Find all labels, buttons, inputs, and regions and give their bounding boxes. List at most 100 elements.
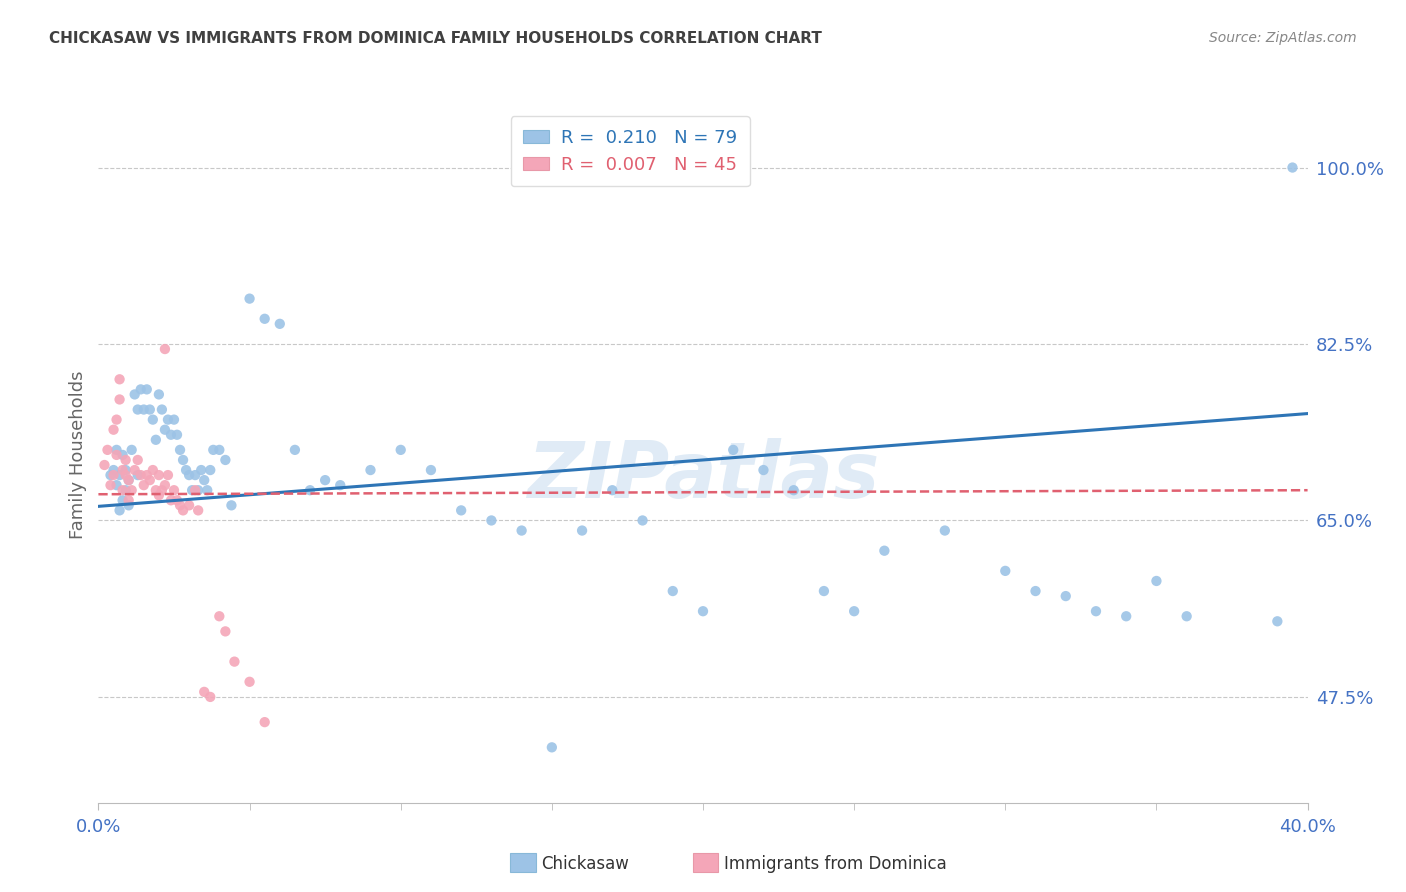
Point bbox=[108, 392, 131, 407]
Text: CHICKASAW VS IMMIGRANTS FROM DOMINICA FAMILY HOUSEHOLDS CORRELATION CHART: CHICKASAW VS IMMIGRANTS FROM DOMINICA FA… bbox=[49, 31, 823, 46]
Point bbox=[1144, 574, 1167, 588]
Text: Chickasaw: Chickasaw bbox=[541, 855, 630, 873]
Point bbox=[153, 342, 176, 356]
Point bbox=[108, 503, 131, 517]
Point bbox=[118, 493, 141, 508]
Point bbox=[813, 584, 835, 599]
Point bbox=[221, 499, 243, 513]
Point bbox=[1115, 609, 1137, 624]
Point bbox=[139, 473, 162, 487]
Point bbox=[156, 412, 179, 426]
Point bbox=[121, 442, 143, 457]
Point bbox=[139, 402, 162, 417]
Point bbox=[602, 483, 624, 498]
Point bbox=[190, 463, 212, 477]
Point bbox=[135, 383, 157, 397]
Point bbox=[135, 468, 157, 483]
Point bbox=[200, 690, 222, 704]
Point bbox=[160, 427, 183, 442]
Point bbox=[299, 483, 322, 498]
Point bbox=[253, 311, 276, 326]
Point bbox=[179, 468, 201, 483]
Point bbox=[148, 468, 170, 483]
Point bbox=[314, 473, 336, 487]
Point bbox=[103, 468, 125, 483]
Point bbox=[124, 387, 146, 401]
Point bbox=[540, 740, 562, 755]
Point bbox=[253, 715, 276, 730]
Point bbox=[118, 499, 141, 513]
Point bbox=[224, 655, 246, 669]
Point bbox=[172, 503, 194, 517]
Point bbox=[153, 423, 176, 437]
Point bbox=[148, 387, 170, 401]
Point bbox=[150, 483, 173, 498]
Point bbox=[571, 524, 593, 538]
Point bbox=[118, 473, 141, 487]
Point bbox=[239, 292, 262, 306]
Point bbox=[1024, 584, 1046, 599]
Point bbox=[510, 524, 533, 538]
Point bbox=[127, 468, 149, 483]
Text: Source: ZipAtlas.com: Source: ZipAtlas.com bbox=[1209, 31, 1357, 45]
Point bbox=[184, 483, 207, 498]
Point bbox=[1175, 609, 1198, 624]
Point bbox=[96, 442, 118, 457]
Point bbox=[127, 402, 149, 417]
Y-axis label: Family Households: Family Households bbox=[69, 371, 87, 539]
Point bbox=[132, 478, 155, 492]
Point bbox=[1281, 161, 1303, 175]
Point bbox=[1267, 615, 1289, 629]
Point bbox=[114, 463, 136, 477]
Point bbox=[360, 463, 382, 477]
Point bbox=[1085, 604, 1108, 618]
Point bbox=[195, 483, 218, 498]
Point bbox=[163, 412, 186, 426]
Point bbox=[148, 488, 170, 502]
Point bbox=[692, 604, 714, 618]
Point bbox=[174, 463, 197, 477]
Point bbox=[105, 478, 128, 492]
Point bbox=[145, 483, 167, 498]
Point bbox=[284, 442, 307, 457]
Point bbox=[844, 604, 866, 618]
Point bbox=[200, 463, 222, 477]
Point bbox=[181, 483, 204, 498]
Point bbox=[100, 478, 122, 492]
Point bbox=[662, 584, 685, 599]
Point bbox=[111, 463, 134, 477]
Point bbox=[111, 493, 134, 508]
Point bbox=[187, 503, 209, 517]
Point bbox=[127, 453, 149, 467]
Point bbox=[166, 493, 188, 508]
Point bbox=[179, 499, 201, 513]
Point bbox=[184, 468, 207, 483]
Point bbox=[934, 524, 956, 538]
Legend: R =  0.210   N = 79, R =  0.007   N = 45: R = 0.210 N = 79, R = 0.007 N = 45 bbox=[510, 116, 751, 186]
Point bbox=[142, 412, 165, 426]
Point bbox=[187, 483, 209, 498]
Point bbox=[105, 412, 128, 426]
Point bbox=[118, 473, 141, 487]
Point bbox=[208, 609, 231, 624]
Point bbox=[752, 463, 775, 477]
Point bbox=[873, 543, 896, 558]
Point bbox=[129, 383, 152, 397]
Point bbox=[150, 402, 173, 417]
Point bbox=[156, 468, 179, 483]
Point bbox=[389, 442, 412, 457]
Text: ZIPatlas: ZIPatlas bbox=[527, 438, 879, 514]
Point bbox=[142, 463, 165, 477]
Point bbox=[114, 483, 136, 498]
Point bbox=[103, 423, 125, 437]
Point bbox=[239, 674, 262, 689]
Point bbox=[1054, 589, 1077, 603]
Point bbox=[169, 499, 191, 513]
Point bbox=[783, 483, 806, 498]
Point bbox=[166, 427, 188, 442]
Point bbox=[108, 468, 131, 483]
Point bbox=[208, 442, 231, 457]
Point bbox=[105, 448, 128, 462]
Point bbox=[145, 433, 167, 447]
Point bbox=[129, 468, 152, 483]
